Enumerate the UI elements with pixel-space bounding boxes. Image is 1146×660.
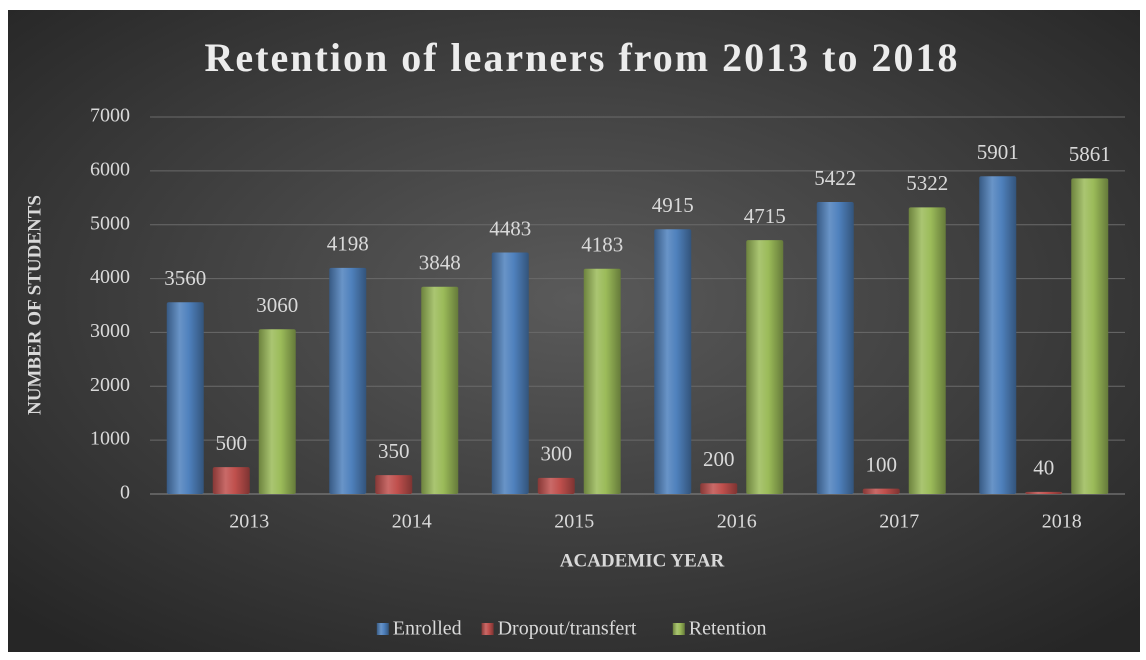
x-tick-label: 2017 — [879, 511, 919, 533]
bar — [1071, 178, 1109, 494]
y-tick-label: 6000 — [90, 158, 130, 180]
x-tick-label: 2014 — [392, 511, 432, 533]
x-axis-label: ACADEMIC YEAR — [560, 550, 725, 571]
data-label: 3848 — [419, 251, 461, 275]
bar — [212, 467, 250, 494]
legend-label: Dropout/transfert — [498, 618, 637, 640]
data-label: 200 — [703, 447, 735, 471]
x-tick-label: 2015 — [554, 511, 594, 533]
bar — [329, 267, 367, 494]
data-label: 5422 — [814, 166, 856, 190]
legend-swatch — [672, 623, 685, 635]
legend-swatch — [376, 623, 389, 635]
bar — [862, 488, 900, 494]
data-label: 3560 — [164, 266, 206, 290]
x-tick-label: 2018 — [1042, 511, 1082, 533]
data-label: 4483 — [489, 216, 531, 240]
x-tick-label: 2016 — [717, 511, 757, 533]
y-tick-label: 3000 — [90, 320, 130, 342]
bar — [816, 201, 854, 494]
chart-title: Retention of learners from 2013 to 2018 — [205, 35, 960, 80]
x-tick-label: 2013 — [229, 511, 269, 533]
data-label: 350 — [378, 439, 410, 463]
bar — [746, 240, 784, 494]
bar — [375, 475, 413, 494]
bar — [654, 229, 692, 494]
legend-swatch — [481, 623, 494, 635]
legend-label: Enrolled — [393, 618, 462, 640]
data-label: 4915 — [652, 193, 694, 217]
legend-label: Retention — [689, 618, 767, 640]
data-label: 40 — [1033, 456, 1054, 480]
data-label: 4183 — [581, 233, 623, 257]
y-tick-label: 4000 — [90, 266, 130, 288]
y-tick-label: 1000 — [90, 428, 130, 450]
bar — [1025, 491, 1063, 494]
bar — [979, 176, 1017, 494]
data-label: 500 — [216, 431, 248, 455]
data-label: 4198 — [327, 232, 369, 256]
y-tick-label: 7000 — [90, 105, 130, 127]
data-label: 5861 — [1069, 142, 1111, 166]
y-tick-label: 2000 — [90, 374, 130, 396]
data-label: 3060 — [256, 293, 298, 317]
y-axis-label: NUMBER OF STUDENTS — [24, 195, 45, 415]
data-label: 4715 — [744, 204, 786, 228]
bar — [537, 477, 575, 494]
data-label: 300 — [541, 442, 573, 466]
data-label: 5322 — [906, 171, 948, 195]
y-tick-label: 0 — [120, 482, 130, 504]
bar — [166, 302, 204, 494]
bar — [908, 207, 946, 494]
bar — [583, 268, 621, 494]
bar — [421, 286, 459, 494]
bar — [258, 329, 296, 494]
bar — [700, 483, 738, 494]
bar — [491, 252, 529, 494]
data-label: 5901 — [977, 140, 1019, 164]
y-tick-label: 5000 — [90, 212, 130, 234]
data-label: 100 — [866, 452, 898, 476]
